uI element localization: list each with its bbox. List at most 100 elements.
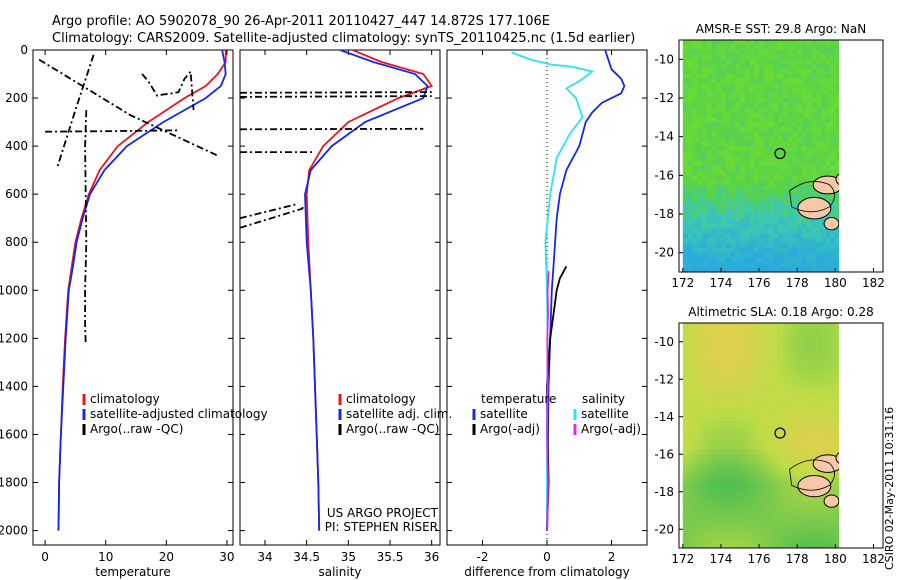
sst-map-cell — [716, 170, 722, 176]
sst-map-cell — [759, 73, 765, 80]
sst-map-cell — [768, 267, 774, 272]
sla-map-cell — [759, 351, 765, 357]
sst-map-cell — [759, 209, 765, 215]
sst-map-cell — [821, 69, 827, 75]
sla-map-cell — [735, 402, 741, 408]
sst-map-cell — [830, 59, 836, 65]
sst-map-cell — [830, 127, 836, 133]
sst-map-cell — [773, 112, 779, 118]
sst-map-cell — [730, 98, 736, 104]
sst-map-cell — [806, 98, 813, 104]
sla-map-cell — [749, 496, 755, 502]
sla-map-cell — [692, 426, 698, 432]
sst-map-cell — [825, 78, 832, 85]
sla-map-cell — [735, 355, 741, 362]
sla-map-cell — [740, 412, 746, 418]
sla-map-cell — [782, 482, 789, 488]
sla-map-cell — [792, 412, 798, 418]
sst-map-cell — [811, 98, 817, 104]
sst-map-cell — [811, 146, 817, 152]
sla-map-cell — [697, 519, 703, 526]
sst-map-cell — [797, 165, 803, 172]
sla-map-cell — [773, 379, 779, 385]
sst-map-cell — [830, 117, 836, 123]
sst-map-cell — [687, 218, 693, 225]
sst-map-cell — [787, 214, 794, 220]
sst-map-cell — [816, 233, 822, 239]
sst-map-cell — [682, 214, 689, 220]
sla-map-cell — [802, 369, 808, 376]
sst-map-cell — [759, 151, 765, 157]
sla-map-cell — [773, 426, 779, 432]
sst-map-cell — [806, 160, 813, 167]
sla-map-cell — [692, 538, 698, 544]
sla-map-cell — [797, 412, 803, 418]
sla-map-cell — [811, 519, 817, 526]
sla-map-cell — [782, 491, 789, 498]
sst-map-cell — [749, 64, 755, 70]
sst-map-cell — [811, 156, 817, 162]
sla-map-cell — [787, 327, 794, 333]
sst-map-cell — [754, 69, 760, 75]
sla-map-cell — [806, 388, 813, 394]
sst-map-cell — [730, 238, 736, 244]
sst-map-cell — [797, 59, 803, 65]
sst-map-cell — [682, 40, 689, 46]
sst-map-cell — [816, 146, 822, 152]
sla-map-cell — [787, 435, 794, 441]
sst-map-cell — [763, 40, 770, 46]
sst-map-cell — [740, 112, 746, 118]
sla-map-cell — [763, 327, 770, 333]
sst-map-cell — [830, 247, 836, 254]
sla-map-cell — [792, 393, 798, 399]
sst-map-cell — [782, 218, 789, 225]
sla-map-cell — [697, 402, 703, 408]
sst-map-cell — [744, 156, 751, 162]
charts-layer: 0 10 20 30020040060080010001200140016001800… — [0, 22, 885, 579]
sst-map-cell — [711, 243, 717, 249]
sla-map-cell — [797, 510, 803, 516]
sst-map-cell — [825, 141, 832, 147]
sla-map-cell — [706, 398, 712, 404]
sst-map-cell — [740, 194, 746, 201]
sst-map-cell — [797, 175, 803, 181]
sst-map-cell — [759, 160, 765, 167]
sst-map-cell — [740, 83, 746, 89]
sst-map-cell — [754, 107, 760, 114]
sst-map-cell — [692, 69, 698, 75]
sla-map-cell — [806, 416, 813, 423]
sst-map-cell — [773, 214, 779, 220]
sst-map-cell — [706, 78, 712, 85]
sla-map-cell — [711, 398, 717, 404]
sst-map-cell — [754, 78, 760, 85]
sla-map-cell — [697, 346, 703, 352]
sst-map-cell — [797, 199, 803, 205]
sla-map-cell — [792, 524, 798, 530]
sla-map-cell — [768, 374, 774, 380]
sst-map-cell — [778, 228, 784, 234]
sla-map-cell — [835, 421, 841, 427]
sla-map-cell — [768, 416, 774, 423]
sst-map-cell — [697, 180, 703, 186]
sla-map-cell — [797, 351, 803, 357]
sla-map-cell — [687, 458, 693, 465]
sst-map-cell — [806, 49, 813, 56]
sst-map-cell — [825, 88, 832, 94]
sst-map-cell — [792, 262, 798, 268]
sst-map-cell — [830, 257, 836, 263]
sst-map-cell — [682, 170, 689, 176]
diff-legend-title-salinity: salinity — [582, 392, 625, 406]
sst-map-cell — [778, 73, 784, 80]
sla-map-cell — [725, 449, 732, 455]
sla-map-cell — [706, 449, 712, 455]
sla-map-cell — [740, 454, 746, 460]
sst-map-cell — [778, 54, 784, 60]
sla-map-cell — [706, 519, 712, 526]
sst-map-cell — [773, 49, 779, 56]
sst-map-cell — [787, 185, 794, 191]
sst-map-cell — [740, 146, 746, 152]
sst-map-cell — [749, 88, 755, 94]
sla-map-cell — [825, 412, 832, 418]
sla-map-cell — [720, 543, 727, 548]
sst-map-cell — [759, 228, 765, 234]
